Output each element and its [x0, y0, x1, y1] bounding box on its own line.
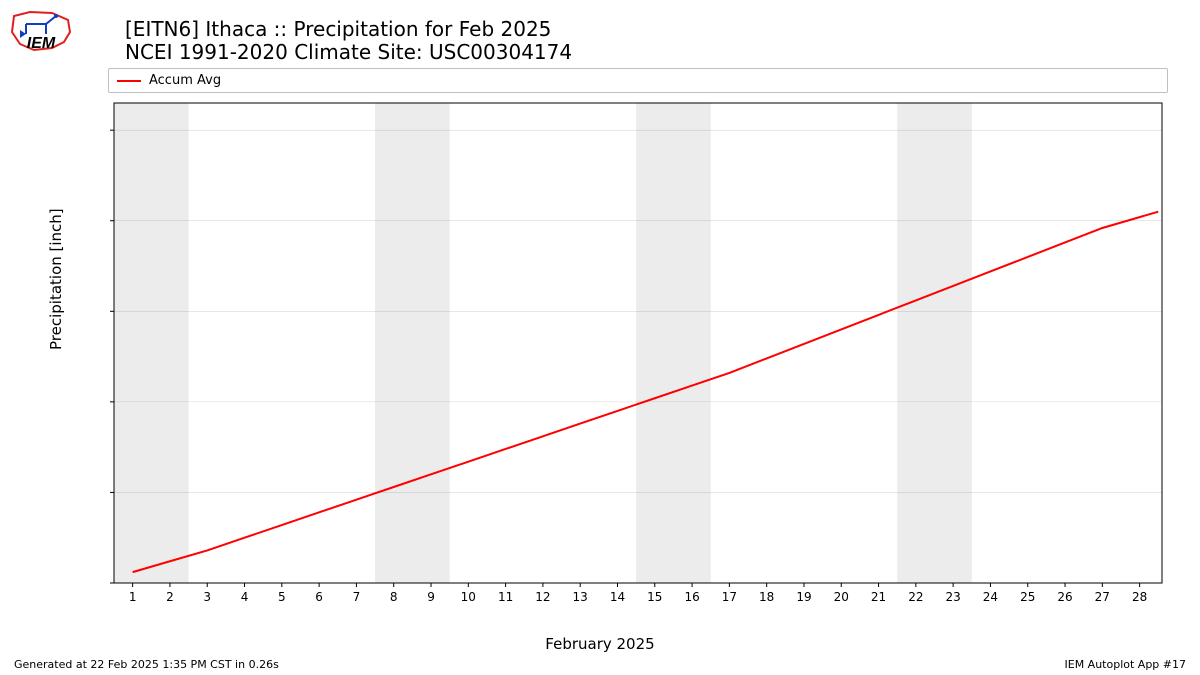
svg-text:18: 18 — [759, 590, 774, 604]
svg-text:9: 9 — [427, 590, 435, 604]
svg-text:15: 15 — [647, 590, 662, 604]
svg-text:26: 26 — [1057, 590, 1072, 604]
x-axis-label: February 2025 — [0, 635, 1200, 653]
svg-text:1: 1 — [129, 590, 137, 604]
svg-text:13: 13 — [573, 590, 588, 604]
svg-text:17: 17 — [722, 590, 737, 604]
svg-text:20: 20 — [834, 590, 849, 604]
svg-text:4: 4 — [241, 590, 249, 604]
svg-text:2: 2 — [166, 590, 174, 604]
svg-text:10: 10 — [461, 590, 476, 604]
svg-text:6: 6 — [315, 590, 323, 604]
title-line-2: NCEI 1991-2020 Climate Site: USC00304174 — [125, 41, 572, 64]
svg-text:5: 5 — [278, 590, 286, 604]
svg-text:11: 11 — [498, 590, 513, 604]
svg-text:7: 7 — [353, 590, 361, 604]
footer-app: IEM Autoplot App #17 — [1065, 658, 1187, 671]
y-axis-label: Precipitation [inch] — [47, 208, 65, 350]
svg-text:16: 16 — [684, 590, 699, 604]
svg-text:28: 28 — [1132, 590, 1147, 604]
svg-text:19: 19 — [796, 590, 811, 604]
legend-label: Accum Avg — [149, 73, 221, 88]
svg-text:14: 14 — [610, 590, 625, 604]
title-line-1: [EITN6] Ithaca :: Precipitation for Feb … — [125, 18, 572, 41]
chart-title-block: [EITN6] Ithaca :: Precipitation for Feb … — [125, 18, 572, 64]
svg-text:3: 3 — [203, 590, 211, 604]
line-chart: 0.00.51.01.52.02.51234567891011121314151… — [108, 97, 1168, 609]
svg-text:24: 24 — [983, 590, 998, 604]
svg-text:12: 12 — [535, 590, 550, 604]
svg-text:23: 23 — [946, 590, 961, 604]
svg-text:22: 22 — [908, 590, 923, 604]
logo-text: IEM — [27, 35, 56, 52]
svg-text:27: 27 — [1095, 590, 1110, 604]
legend-swatch — [117, 80, 141, 82]
footer-generated: Generated at 22 Feb 2025 1:35 PM CST in … — [14, 658, 279, 671]
svg-text:21: 21 — [871, 590, 886, 604]
plot-area: Accum Avg 0.00.51.01.52.02.5123456789101… — [108, 68, 1168, 613]
svg-text:8: 8 — [390, 590, 398, 604]
iem-logo: IEM — [6, 6, 76, 58]
legend: Accum Avg — [108, 68, 1168, 93]
svg-text:25: 25 — [1020, 590, 1035, 604]
